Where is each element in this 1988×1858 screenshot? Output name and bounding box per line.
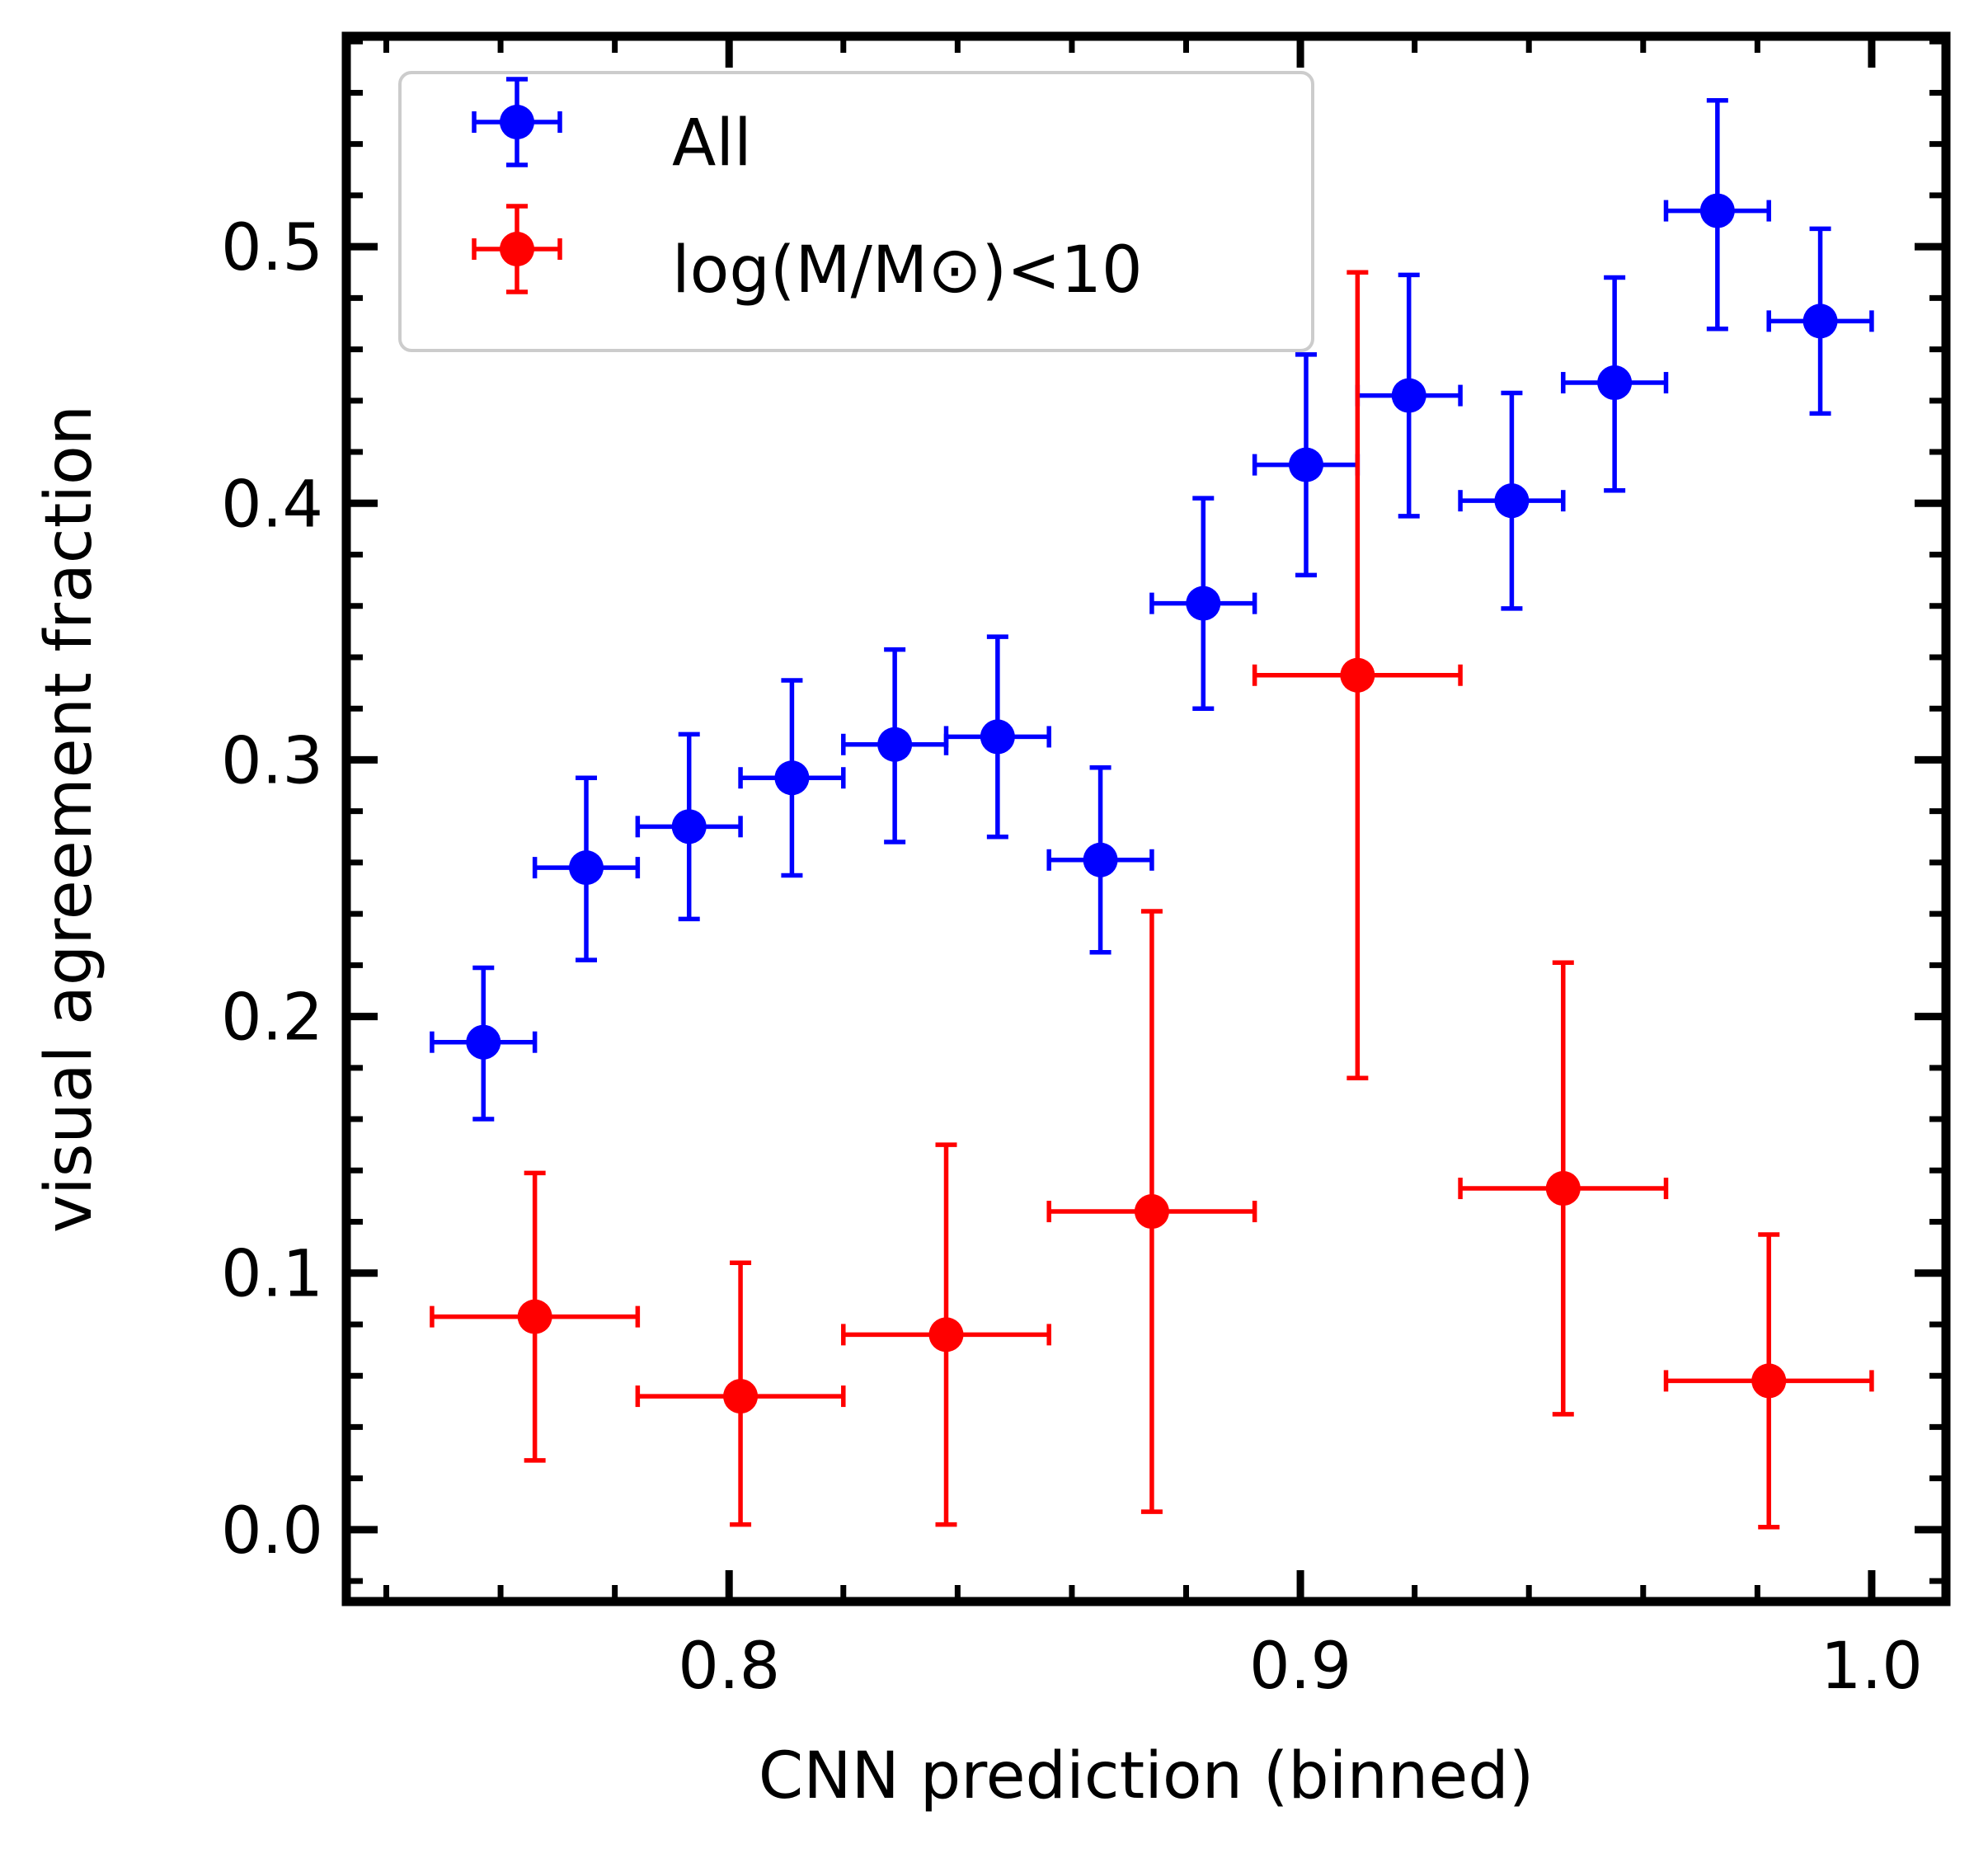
y-tick-label: 0.3 (221, 724, 323, 798)
data-point (943, 634, 1051, 840)
data-point (1252, 352, 1361, 578)
legend-marker (500, 105, 534, 139)
data-point (1561, 275, 1669, 493)
point-marker (1699, 193, 1735, 228)
data-point (1046, 765, 1154, 955)
data-point (1355, 272, 1463, 519)
series-1 (430, 270, 1874, 1530)
point-marker (1340, 657, 1375, 693)
data-point (1252, 270, 1463, 1081)
legend-marker (500, 232, 534, 266)
legend: All log(M/M⊙)<10 (398, 71, 1314, 352)
data-point (430, 1170, 641, 1463)
plot-frame (341, 31, 1951, 1606)
y-tick-label: 0.1 (221, 1238, 323, 1312)
point-marker (517, 1299, 552, 1334)
legend-label-low-mass: log(M/M⊙)<10 (672, 233, 1143, 308)
point-marker (1186, 586, 1221, 621)
x-tick-label: 0.8 (678, 1630, 780, 1704)
data-point (1663, 1232, 1874, 1530)
point-marker (1597, 365, 1633, 401)
point-marker (1545, 1171, 1581, 1207)
point-marker (928, 1317, 964, 1352)
data-point (1663, 98, 1771, 332)
data-point (1458, 960, 1669, 1417)
data-point (1046, 909, 1257, 1514)
legend-marker-0 (472, 77, 562, 167)
data-point (532, 775, 641, 962)
point-marker (1494, 483, 1530, 519)
point-marker (774, 760, 810, 796)
x-axis-label: CNN prediction (binned) (759, 1739, 1534, 1813)
series-0 (430, 98, 1874, 1122)
data-point (635, 731, 743, 922)
point-marker (569, 850, 604, 886)
point-marker (671, 809, 707, 844)
point-marker (980, 719, 1015, 755)
x-tick-label: 0.9 (1249, 1630, 1351, 1704)
y-axis-label: visual agreement fraction (32, 405, 106, 1233)
point-marker (1289, 447, 1323, 482)
y-tick-label: 0.4 (221, 468, 323, 542)
legend-entries (472, 77, 562, 294)
data-point (738, 678, 846, 878)
y-tick-label: 0.0 (221, 1494, 323, 1569)
tick-labels: 0.8 0.9 1.0 0.0 0.1 0.2 0.3 0.4 0.5 (221, 211, 1923, 1704)
point-marker (1802, 303, 1838, 339)
point-marker (877, 727, 913, 762)
y-tick-label: 0.5 (221, 211, 323, 285)
point-marker (466, 1024, 501, 1060)
point-marker (1134, 1194, 1169, 1230)
point-marker (723, 1379, 759, 1414)
legend-marker-1 (472, 204, 562, 294)
plot-data (430, 98, 1874, 1530)
data-point (841, 1142, 1051, 1527)
data-point (1149, 496, 1257, 711)
legend-box (398, 71, 1314, 352)
data-point (1766, 226, 1874, 416)
point-marker (1083, 842, 1118, 877)
data-point (635, 1260, 846, 1527)
point-marker (1391, 378, 1426, 413)
data-point (1458, 390, 1566, 611)
legend-label-all: All (672, 106, 752, 181)
point-marker (1751, 1363, 1787, 1399)
y-tick-label: 0.2 (221, 981, 323, 1056)
x-tick-label: 1.0 (1821, 1630, 1923, 1704)
data-point (430, 965, 538, 1122)
